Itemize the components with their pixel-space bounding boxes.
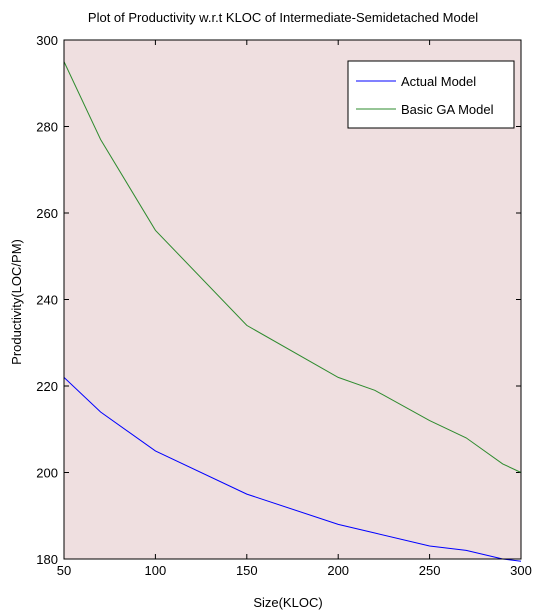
- x-tick-label: 50: [57, 563, 71, 578]
- series-layer: [63, 61, 522, 562]
- x-tick-label: 150: [236, 563, 258, 578]
- legend-entry-2: Basic GA Model: [401, 102, 494, 117]
- series-line-1: [63, 377, 522, 562]
- x-tick-label: 250: [419, 563, 441, 578]
- legend: Actual Model Basic GA Model: [347, 60, 515, 129]
- x-tick-label: 200: [327, 563, 349, 578]
- axis-ticks: 50 100 150 200 250 300 180 200 220 240 260 280 300: [36, 33, 532, 578]
- y-axis-label: Productivity(LOC/PM): [9, 239, 24, 365]
- y-tick-label: 240: [36, 293, 58, 308]
- x-tick-label: 100: [145, 563, 167, 578]
- legend-entry-1: Actual Model: [401, 74, 476, 89]
- y-tick-label: 200: [36, 466, 58, 481]
- y-tick-label: 280: [36, 120, 58, 135]
- y-tick-label: 260: [36, 206, 58, 221]
- series-line-2: [63, 61, 522, 473]
- y-tick-label: 220: [36, 379, 58, 394]
- legend-box: [347, 60, 515, 129]
- plot-frame: [63, 39, 522, 560]
- chart-title: Plot of Productivity w.r.t KLOC of Inter…: [88, 10, 478, 25]
- y-tick-label: 180: [36, 552, 58, 567]
- x-tick-label: 300: [510, 563, 532, 578]
- y-tick-label: 300: [36, 33, 58, 48]
- x-axis-label: Size(KLOC): [253, 595, 322, 610]
